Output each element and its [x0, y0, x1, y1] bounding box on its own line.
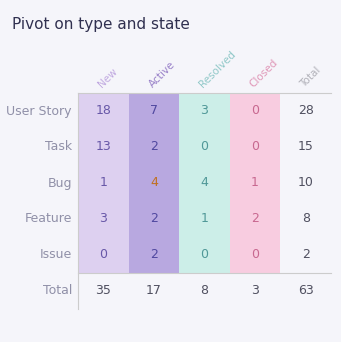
Text: 8: 8 — [302, 212, 310, 225]
Text: 4: 4 — [150, 176, 158, 189]
Text: 3: 3 — [251, 285, 259, 298]
Text: 0: 0 — [251, 141, 259, 154]
Text: 2: 2 — [302, 249, 310, 262]
Bar — [129, 93, 179, 273]
Bar — [179, 93, 230, 273]
Text: 35: 35 — [95, 285, 111, 298]
Text: 2: 2 — [150, 249, 158, 262]
Text: 2: 2 — [150, 212, 158, 225]
Text: 3: 3 — [201, 105, 208, 118]
Text: 10: 10 — [298, 176, 314, 189]
Text: Active: Active — [147, 59, 177, 89]
Text: 1: 1 — [251, 176, 259, 189]
Text: Pivot on type and state: Pivot on type and state — [12, 17, 190, 32]
Text: 15: 15 — [298, 141, 314, 154]
Bar — [230, 93, 280, 273]
Text: 0: 0 — [251, 105, 259, 118]
Text: Feature: Feature — [25, 212, 72, 225]
Text: 13: 13 — [95, 141, 111, 154]
Text: 63: 63 — [298, 285, 314, 298]
Text: 1: 1 — [99, 176, 107, 189]
Text: New: New — [96, 66, 119, 89]
Text: Total: Total — [43, 285, 72, 298]
Text: 0: 0 — [201, 141, 208, 154]
Text: 18: 18 — [95, 105, 111, 118]
Text: Task: Task — [45, 141, 72, 154]
Text: Closed: Closed — [248, 57, 280, 89]
Bar — [78, 93, 129, 273]
Text: 7: 7 — [150, 105, 158, 118]
Text: 17: 17 — [146, 285, 162, 298]
Text: 1: 1 — [201, 212, 208, 225]
Text: Total: Total — [299, 65, 323, 89]
Text: Bug: Bug — [47, 176, 72, 189]
Text: 2: 2 — [251, 212, 259, 225]
Text: Resolved: Resolved — [197, 49, 238, 89]
Text: 0: 0 — [99, 249, 107, 262]
Text: 3: 3 — [99, 212, 107, 225]
Text: 28: 28 — [298, 105, 314, 118]
Text: 4: 4 — [201, 176, 208, 189]
Text: 0: 0 — [201, 249, 208, 262]
Text: User Story: User Story — [6, 105, 72, 118]
Text: Issue: Issue — [40, 249, 72, 262]
Text: 2: 2 — [150, 141, 158, 154]
Text: 0: 0 — [251, 249, 259, 262]
Text: 8: 8 — [201, 285, 208, 298]
